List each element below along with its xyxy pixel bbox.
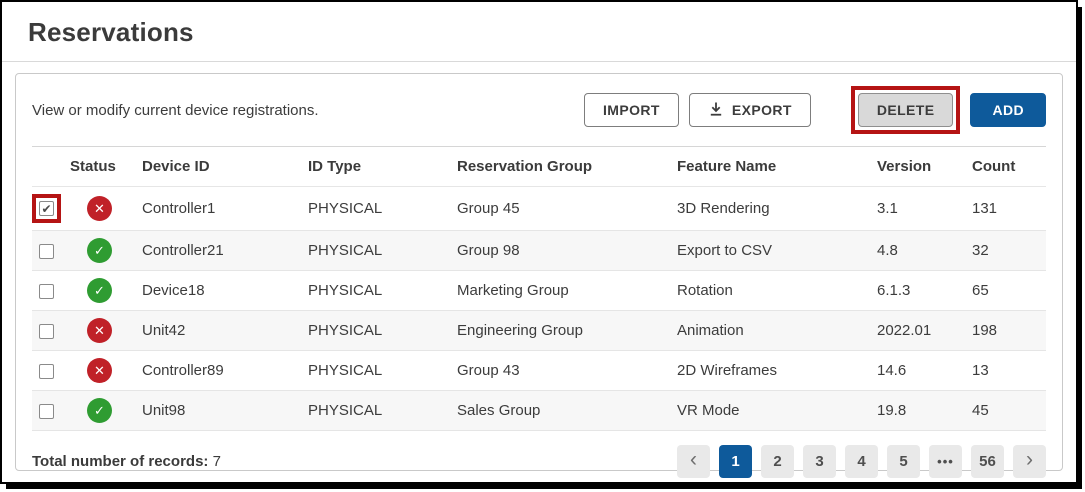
cell-device-id: Controller89: [134, 350, 300, 391]
column-header-version: Version: [869, 146, 964, 187]
row-checkbox[interactable]: [39, 363, 54, 379]
cell-id-type: PHYSICAL: [300, 270, 449, 311]
pagination-prev-button[interactable]: ‹: [677, 445, 710, 478]
toolbar: View or modify current device registrati…: [16, 74, 1062, 144]
cell-device-id: Controller21: [134, 230, 300, 271]
column-header-device-id: Device ID: [134, 146, 300, 187]
cell-device-id: Unit98: [134, 390, 300, 431]
cell-reservation-group: Marketing Group: [449, 270, 669, 311]
delete-annotation-highlight: DELETE: [850, 86, 961, 134]
table-row: ✕ Controller89 PHYSICAL Group 43 2D Wire…: [32, 350, 1046, 391]
card-description: View or modify current device registrati…: [32, 101, 319, 119]
cell-device-id: Device18: [134, 270, 300, 311]
cell-count: 13: [964, 350, 1046, 391]
card-footer: Total number of records: 7 ‹ 1 2 3 4 5 •…: [16, 432, 1062, 482]
cell-count: 131: [964, 186, 1046, 231]
cell-version: 2022.01: [869, 310, 964, 351]
row-checkbox[interactable]: [39, 283, 54, 299]
cell-reservation-group: Sales Group: [449, 390, 669, 431]
delete-button[interactable]: DELETE: [857, 93, 954, 127]
cell-id-type: PHYSICAL: [300, 186, 449, 231]
add-button[interactable]: ADD: [970, 93, 1046, 127]
status-ok-icon: ✓: [87, 238, 112, 263]
row-checkbox-checked[interactable]: ✔: [39, 201, 54, 216]
cell-count: 45: [964, 390, 1046, 431]
cell-feature-name: VR Mode: [669, 390, 869, 431]
pagination-page-2[interactable]: 2: [761, 445, 794, 478]
cell-device-id: Unit42: [134, 310, 300, 351]
pagination-next-button[interactable]: ›: [1013, 445, 1046, 478]
checkbox-annotation-highlight: ✔: [32, 194, 61, 223]
pagination-page-3[interactable]: 3: [803, 445, 836, 478]
pagination-ellipsis: •••: [929, 445, 962, 478]
reservations-card: View or modify current device registrati…: [15, 73, 1063, 478]
status-ok-icon: ✓: [87, 398, 112, 423]
page-title: Reservations: [28, 17, 194, 47]
table-header-row: Status Device ID ID Type Reservation Gro…: [32, 146, 1046, 187]
pagination-page-1[interactable]: 1: [719, 445, 752, 478]
screenshot-frame: Reservations View or modify current devi…: [0, 0, 1078, 484]
cell-feature-name: Rotation: [669, 270, 869, 311]
table-row: ✓ Device18 PHYSICAL Marketing Group Rota…: [32, 270, 1046, 311]
column-header-feature-name: Feature Name: [669, 146, 869, 187]
cell-count: 32: [964, 230, 1046, 271]
row-checkbox[interactable]: [39, 323, 54, 339]
total-records: Total number of records: 7: [32, 453, 221, 470]
cell-feature-name: Animation: [669, 310, 869, 351]
delete-button-label: DELETE: [876, 102, 935, 118]
table-container: Status Device ID ID Type Reservation Gro…: [16, 144, 1062, 431]
column-header-checkbox: [32, 146, 62, 187]
pagination-page-4[interactable]: 4: [845, 445, 878, 478]
status-error-icon: ✕: [87, 318, 112, 343]
pagination-page-56[interactable]: 56: [971, 445, 1004, 478]
row-checkbox[interactable]: [39, 403, 54, 419]
cell-id-type: PHYSICAL: [300, 390, 449, 431]
cell-reservation-group: Engineering Group: [449, 310, 669, 351]
table-row: ✕ Unit42 PHYSICAL Engineering Group Anim…: [32, 310, 1046, 351]
pagination: ‹ 1 2 3 4 5 ••• 56 ›: [677, 445, 1046, 478]
add-button-label: ADD: [992, 102, 1024, 118]
cell-count: 65: [964, 270, 1046, 311]
download-icon: [708, 101, 724, 120]
cell-count: 198: [964, 310, 1046, 351]
cell-version: 3.1: [869, 186, 964, 231]
row-checkbox[interactable]: [39, 243, 54, 259]
status-error-icon: ✕: [87, 358, 112, 383]
cell-reservation-group: Group 45: [449, 186, 669, 231]
total-records-label: Total number of records:: [32, 453, 209, 470]
cell-version: 14.6: [869, 350, 964, 391]
status-ok-icon: ✓: [87, 278, 112, 303]
column-header-reservation-group: Reservation Group: [449, 146, 669, 187]
table-row: ✓ Controller21 PHYSICAL Group 98 Export …: [32, 230, 1046, 271]
cell-id-type: PHYSICAL: [300, 350, 449, 391]
cell-id-type: PHYSICAL: [300, 230, 449, 271]
column-header-status: Status: [62, 146, 134, 187]
cell-version: 19.8: [869, 390, 964, 431]
pagination-page-5[interactable]: 5: [887, 445, 920, 478]
page-header: Reservations: [2, 2, 1076, 62]
export-button[interactable]: EXPORT: [688, 93, 811, 127]
import-button[interactable]: IMPORT: [584, 93, 679, 127]
status-error-icon: ✕: [87, 196, 112, 221]
column-header-count: Count: [964, 146, 1046, 187]
cell-feature-name: Export to CSV: [669, 230, 869, 271]
cell-id-type: PHYSICAL: [300, 310, 449, 351]
import-button-label: IMPORT: [603, 102, 660, 118]
table-row: ✔ ✕ Controller1 PHYSICAL Group 45 3D Ren…: [32, 186, 1046, 231]
cell-reservation-group: Group 43: [449, 350, 669, 391]
cell-feature-name: 3D Rendering: [669, 186, 869, 231]
cell-version: 6.1.3: [869, 270, 964, 311]
total-records-value: 7: [212, 453, 221, 470]
cell-reservation-group: Group 98: [449, 230, 669, 271]
column-header-id-type: ID Type: [300, 146, 449, 187]
cell-feature-name: 2D Wireframes: [669, 350, 869, 391]
reservations-table: Status Device ID ID Type Reservation Gro…: [32, 146, 1046, 431]
export-button-label: EXPORT: [731, 102, 792, 118]
cell-device-id: Controller1: [134, 186, 300, 231]
table-row: ✓ Unit98 PHYSICAL Sales Group VR Mode 19…: [32, 390, 1046, 431]
cell-version: 4.8: [869, 230, 964, 271]
